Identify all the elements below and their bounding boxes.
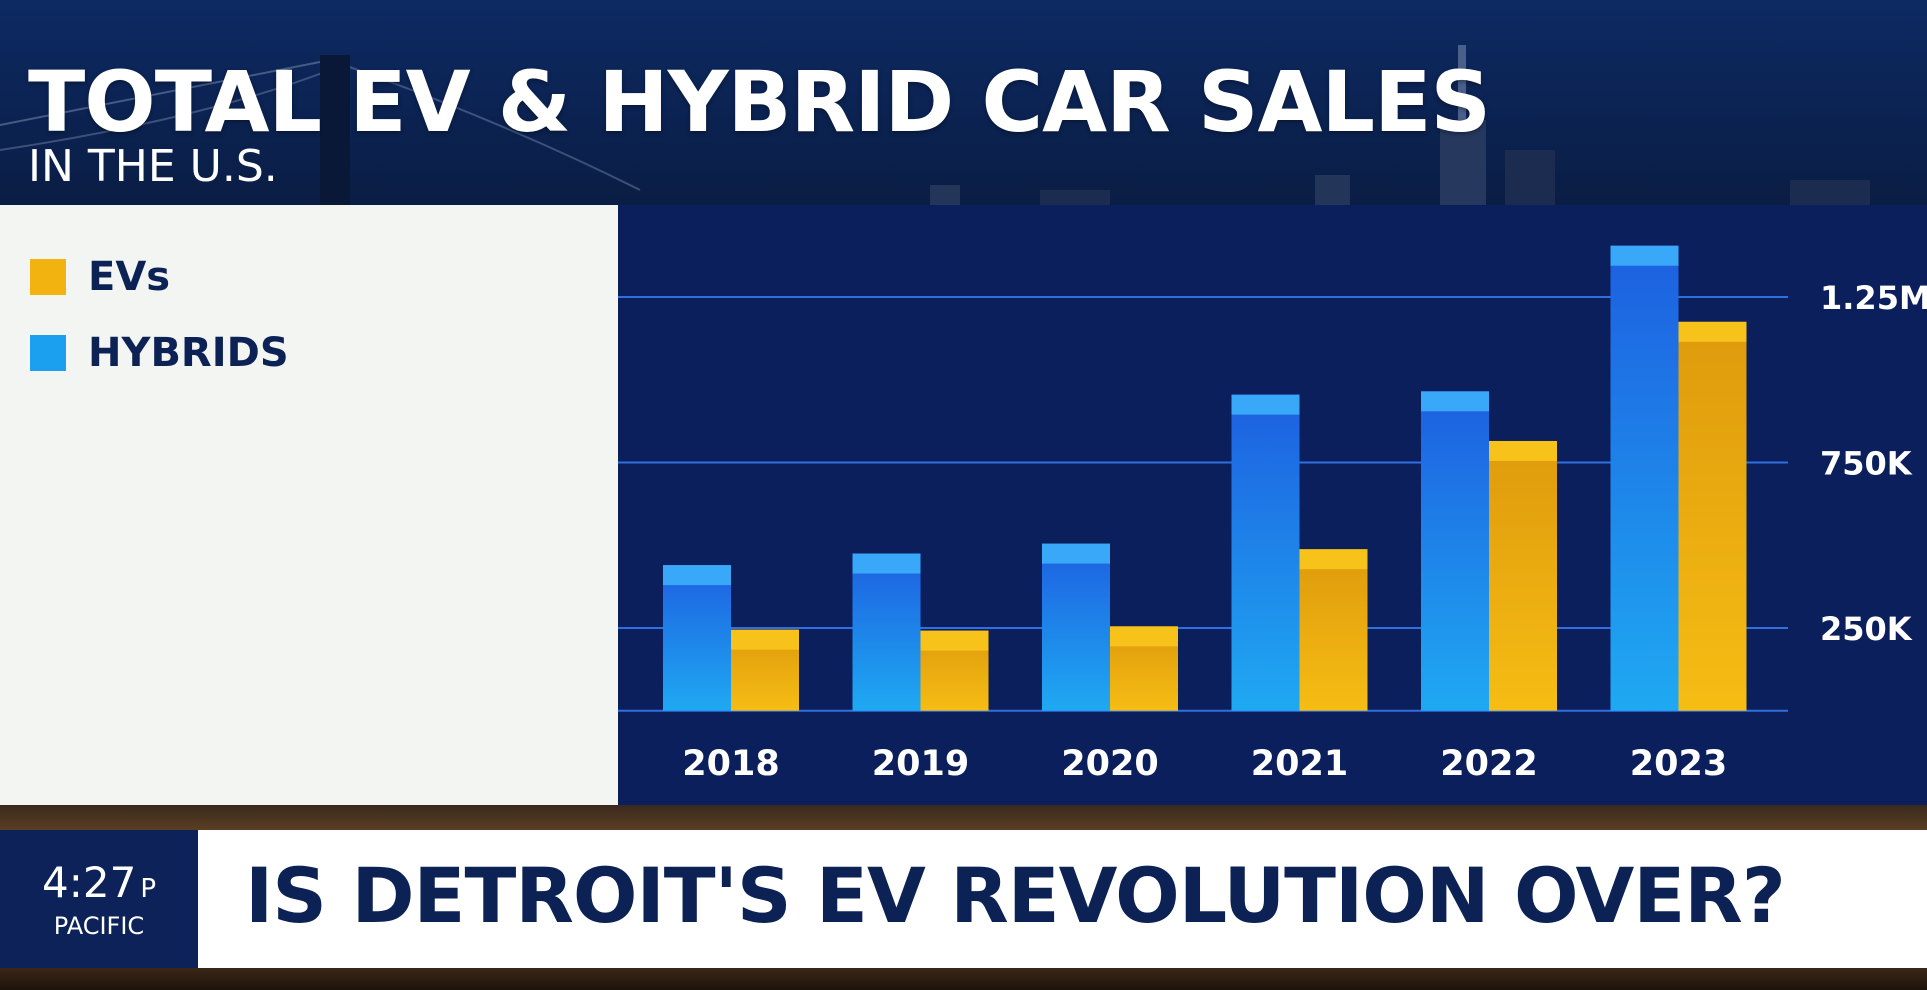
bar-hybrids-2021-cap <box>1231 394 1300 415</box>
bar-hybrids-2020 <box>1042 543 1110 711</box>
bar-hybrids-2020-cap <box>1042 543 1110 564</box>
legend-panel: EVs HYBRIDS <box>0 205 618 805</box>
bar-hybrids-2023-cap <box>1610 245 1679 266</box>
bar-evs-2023 <box>1678 321 1747 711</box>
bar-evs-2019-cap <box>920 630 989 651</box>
clock-time: 4:27 <box>41 858 137 907</box>
bar-evs-2022-cap <box>1489 440 1557 461</box>
headline: IS DETROIT'S EV REVOLUTION OVER? <box>245 851 1786 940</box>
bar-chart: 250K 750K 1.25M 2018 2019 2020 2021 2022 2023 <box>618 245 1927 784</box>
bar-hybrids-2022 <box>1421 391 1489 711</box>
city-skyline-image <box>0 0 1927 205</box>
bar-evs-2023-cap <box>1678 321 1747 342</box>
x-tick-label: 2022 <box>1440 744 1537 784</box>
x-tick-label: 2020 <box>1061 744 1158 784</box>
bar-evs-2021 <box>1299 549 1368 711</box>
lower-third-banner: 4:27 P PACIFIC IS DETROIT'S EV REVOLUTION… <box>0 830 1927 968</box>
legend-label-evs: EVs <box>88 254 171 300</box>
floor-background <box>0 968 1927 990</box>
chart-subtitle: IN THE U.S. <box>28 141 278 192</box>
x-tick-label: 2019 <box>872 744 969 784</box>
legend-swatch-evs <box>30 259 66 295</box>
x-tick-label: 2018 <box>682 744 779 784</box>
x-tick-label: 2021 <box>1251 744 1348 784</box>
bar-evs-2020-cap <box>1110 626 1178 647</box>
bar-evs-2021-cap <box>1299 549 1368 570</box>
deck-background <box>0 805 1927 830</box>
clock-time-line: 4:27 P <box>0 858 198 907</box>
clock-box: 4:27 P PACIFIC <box>0 830 198 968</box>
bar-hybrids-2019-cap <box>852 553 921 574</box>
bar-hybrids-2023 <box>1610 245 1679 711</box>
legend-item-evs: EVs <box>30 254 171 300</box>
bar-hybrids-2018 <box>663 565 731 711</box>
bar-evs-2022 <box>1489 440 1557 711</box>
chart-title: TOTAL EV & HYBRID CAR SALES <box>28 53 1491 151</box>
bar-evs-2018-cap <box>731 629 799 650</box>
bar-hybrids-2018-cap <box>663 565 731 586</box>
clock-ampm: P <box>140 874 156 904</box>
y-tick-label: 250K <box>1820 610 1913 648</box>
y-tick-label: 750K <box>1820 445 1913 483</box>
legend-label-hybrids: HYBRIDS <box>88 330 289 376</box>
legend-swatch-hybrids <box>30 335 66 371</box>
bar-hybrids-2019 <box>852 553 921 711</box>
x-tick-label: 2023 <box>1630 744 1727 784</box>
legend-item-hybrids: HYBRIDS <box>30 330 289 376</box>
chart-panel: 250K 750K 1.25M 2018 2019 2020 2021 2022 2023 <box>618 205 1927 805</box>
bar-hybrids-2021 <box>1231 394 1300 711</box>
y-tick-label: 1.25M <box>1820 279 1927 317</box>
clock-zone: PACIFIC <box>53 912 145 940</box>
bar-hybrids-2022-cap <box>1421 391 1489 412</box>
